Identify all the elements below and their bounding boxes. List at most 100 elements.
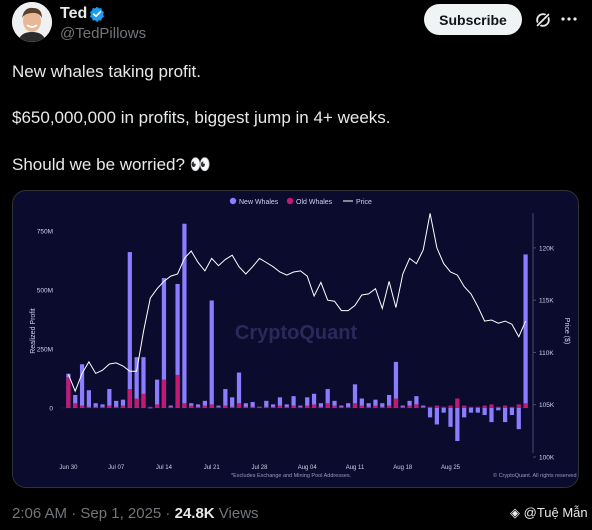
y-tick-label: 500M (37, 287, 53, 294)
old-whales-bar (271, 406, 276, 408)
old-whales-bar (114, 406, 119, 408)
old-whales-bar (134, 398, 139, 408)
new-whales-bar (366, 403, 371, 408)
new-whales-bar (271, 404, 276, 408)
new-whales-bar (462, 407, 467, 418)
old-whales-bar (311, 404, 317, 408)
old-whales-bar (161, 379, 167, 408)
old-whales-bar (482, 405, 487, 408)
new-whales-bar (243, 403, 248, 408)
old-whales-bar (509, 406, 515, 408)
old-whales-bar (441, 406, 446, 408)
old-whales-bar (332, 405, 337, 408)
x-tick-label: Jun 30 (59, 465, 78, 471)
old-whales-bar (175, 374, 180, 408)
new-whales-bar (141, 357, 146, 408)
old-whales-bar (516, 404, 521, 408)
author-handle[interactable]: @TedPillows (60, 25, 147, 42)
new-whales-bar (73, 394, 78, 408)
y-tick-label: 250M (37, 346, 53, 353)
old-whales-bar (236, 403, 242, 408)
new-whales-bar (175, 283, 180, 408)
new-whales-bar (475, 407, 480, 413)
new-whales-bar (455, 407, 460, 441)
old-whales-bar (250, 406, 255, 408)
author-name[interactable]: Ted (60, 5, 88, 22)
old-whales-bar (155, 404, 160, 408)
old-whales-bar (127, 389, 132, 408)
new-whales-bar (168, 405, 173, 408)
old-whales-bar (284, 406, 289, 408)
legend-old-whales: Old Whales (296, 199, 333, 206)
old-whales-bar (86, 406, 91, 408)
tweet-meta: 2:06 AM · Sep 1, 2025 · 24.8K Views (12, 505, 259, 522)
new-whales-bar (305, 397, 310, 408)
new-whales-bar (427, 407, 433, 418)
price-line (67, 213, 527, 393)
old-whales-bar (496, 406, 501, 408)
new-whales-bar (503, 407, 508, 423)
new-whales-bar (161, 278, 167, 408)
old-whales-bar (73, 403, 78, 408)
new-whales-bar (93, 403, 98, 408)
old-whales-bar (387, 405, 392, 408)
new-whales-bar (230, 397, 235, 408)
y-tick-label: 750M (37, 228, 53, 235)
grok-icon[interactable] (534, 11, 552, 29)
y2-axis-label: Price ($) (563, 318, 570, 344)
old-whales-bar (100, 406, 105, 408)
x-tick-label: Aug 04 (298, 465, 318, 471)
y-axis-label: Realized Profit (30, 308, 37, 354)
new-whales-bar (434, 407, 439, 425)
verified-badge-icon (90, 6, 104, 22)
new-whales-bar (223, 389, 228, 408)
tweet-timestamp[interactable]: 2:06 AM · Sep 1, 2025 · (12, 505, 175, 522)
new-whales-bar (202, 400, 207, 408)
old-whales-bar (325, 403, 330, 408)
more-options-icon[interactable] (560, 10, 578, 28)
old-whales-bar (489, 404, 494, 408)
old-whales-bar (195, 406, 201, 408)
new-whales-bar (250, 402, 255, 408)
x-tick-label: Aug 11 (346, 465, 365, 471)
legend-price: Price (356, 199, 372, 206)
x-tick-label: Jul 07 (108, 465, 125, 471)
new-whales-bar (120, 399, 126, 408)
y2-tick-label: 115K (539, 298, 554, 305)
old-whales-bar (209, 404, 214, 408)
old-whales-bar (291, 405, 296, 408)
new-whales-bar (155, 379, 160, 408)
new-whales-bar (216, 405, 221, 408)
old-whales-bar (79, 405, 85, 408)
new-whales-bar (387, 394, 392, 408)
old-whales-bar (462, 405, 467, 408)
x-tick-label: Jul 14 (156, 465, 173, 471)
new-whales-bar (277, 397, 283, 408)
new-whales-bar (359, 398, 364, 408)
views-label: Views (214, 505, 259, 522)
avatar[interactable] (12, 2, 52, 42)
old-whales-bar (393, 398, 399, 408)
new-whales-bar (291, 396, 296, 408)
old-whales-bar (243, 406, 248, 408)
old-whales-bar (475, 406, 480, 408)
old-whales-bar (257, 406, 262, 408)
new-whales-bar (352, 384, 358, 408)
subscribe-button[interactable]: Subscribe (424, 4, 522, 35)
chart: New Whales Old Whales Price Realized Pro… (30, 197, 577, 479)
old-whales-bar (407, 405, 412, 408)
x-tick-label: Aug 18 (393, 465, 413, 471)
old-whales-bar (339, 406, 344, 408)
old-whales-bar (468, 406, 474, 408)
old-whales-bar (298, 406, 303, 408)
new-whales-bar (393, 361, 399, 408)
tweet-media-chart[interactable]: New Whales Old Whales Price Realized Pro… (12, 190, 579, 488)
image-watermark: ◈ @Tuệ Mẫn (510, 505, 588, 521)
old-whales-bar (216, 406, 221, 408)
old-whales-bar (434, 405, 439, 408)
old-whales-bar (380, 406, 385, 408)
new-whales-bar (100, 404, 105, 408)
old-whales-bar (523, 403, 528, 408)
new-whales-bar (468, 407, 474, 413)
old-whales-bar (400, 406, 405, 408)
